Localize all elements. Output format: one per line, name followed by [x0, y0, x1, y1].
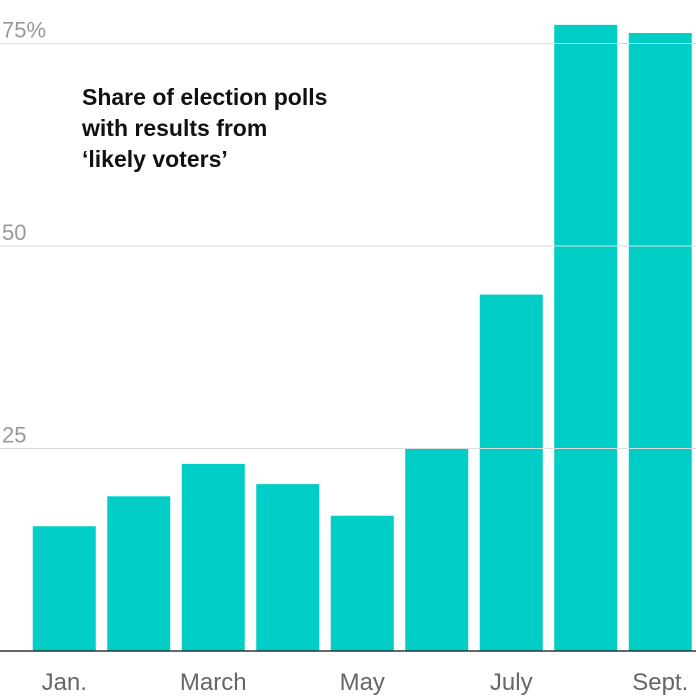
- y-tick-label: 75%: [2, 18, 46, 43]
- y-tick-label: 25: [2, 423, 26, 448]
- bar: [32, 526, 96, 651]
- x-tick-label: July: [490, 669, 533, 696]
- bar: [181, 463, 245, 651]
- x-tick-label: May: [340, 669, 385, 696]
- bar: [405, 448, 469, 651]
- y-tick-label: 50: [2, 220, 26, 245]
- bar: [479, 294, 543, 651]
- bar: [256, 484, 320, 651]
- bar: [554, 24, 618, 652]
- bar: [330, 515, 394, 651]
- x-tick-label: March: [180, 669, 247, 696]
- x-tick-label: Jan.: [42, 669, 87, 696]
- chart-title: Share of election polls with results fro…: [82, 84, 328, 172]
- x-tick-label: Sept.: [632, 669, 688, 696]
- bar: [628, 32, 692, 652]
- bar: [107, 496, 171, 651]
